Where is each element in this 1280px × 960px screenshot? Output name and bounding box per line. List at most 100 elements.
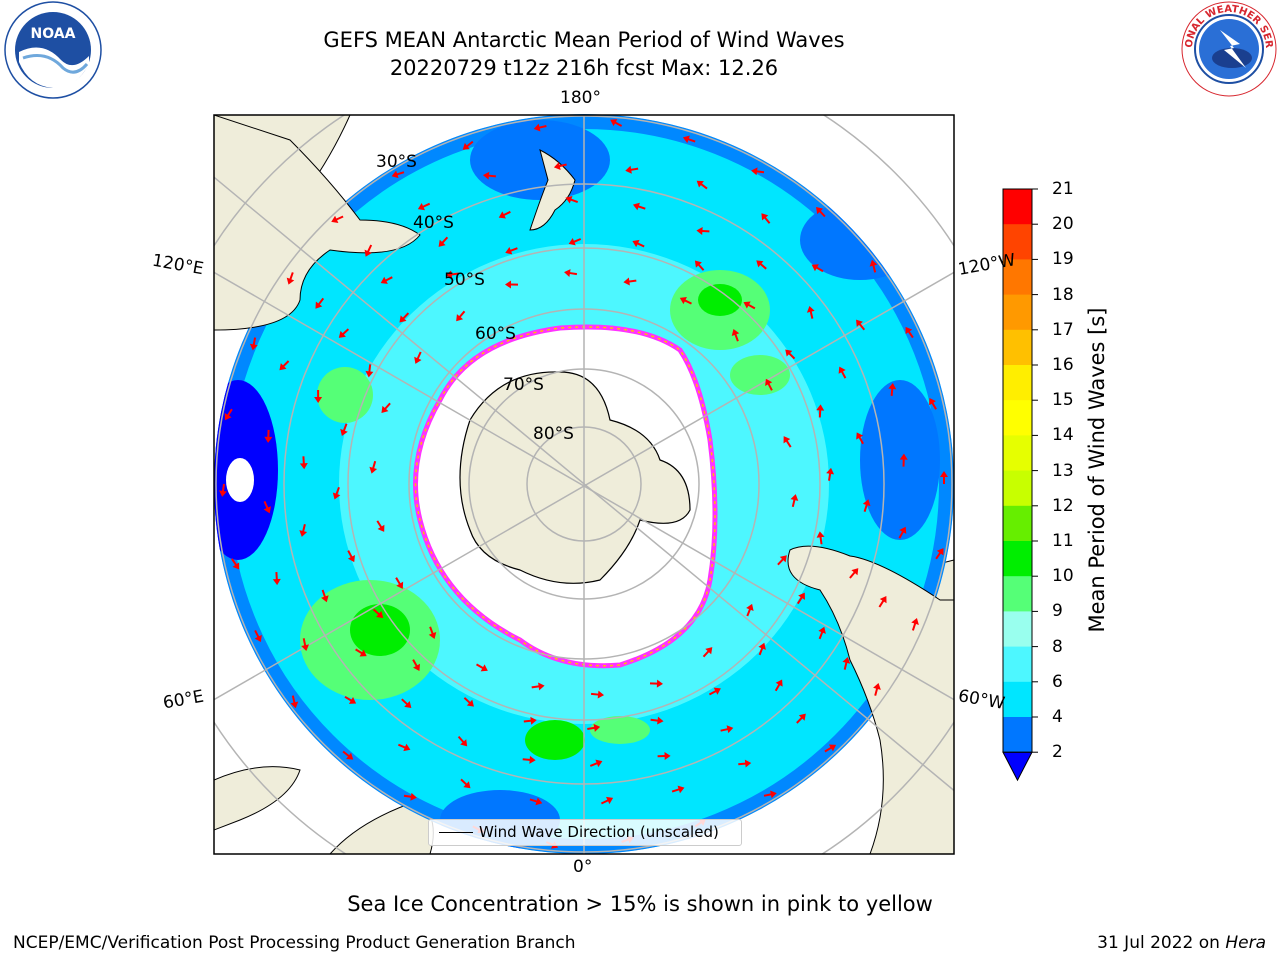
colorbar-bin: [1003, 189, 1032, 225]
wind-wave-arrow: [696, 180, 708, 190]
wind-wave-arrow: [457, 735, 468, 747]
wind-wave-arrow: [380, 276, 393, 284]
wind-wave-arrow: [231, 558, 240, 570]
wind-wave-arrow: [286, 272, 295, 285]
noaa-logo-text: NOAA: [31, 26, 76, 42]
wind-wave-arrow: [456, 310, 466, 322]
wind-wave-arrow: [816, 206, 826, 218]
date-text: 31 Jul 2022 on: [1097, 933, 1220, 953]
colorbar-bin: [1003, 259, 1032, 296]
wind-wave-arrow: [777, 555, 787, 566]
wind-wave-arrow: [522, 755, 536, 764]
colorbar-tick-label: 2: [1052, 742, 1063, 763]
colorbar-extend-triangle: [1002, 751, 1033, 782]
wind-wave-arrow: [849, 568, 859, 579]
wind-wave-arrow: [796, 592, 805, 605]
legend-label: Wind Wave Direction (unscaled): [479, 823, 719, 841]
wind-wave-arrow: [462, 140, 474, 150]
lon-label-180: 180°: [560, 88, 601, 108]
wind-wave-arrow: [376, 520, 385, 532]
wind-wave-arrow: [899, 453, 908, 467]
wind-wave-arrow: [610, 119, 623, 127]
noaa-logo: NOAA: [4, 1, 102, 99]
wind-wave-arrow: [600, 796, 614, 805]
wind-wave-arrow: [299, 524, 308, 537]
wind-wave-arrow: [806, 305, 815, 319]
wind-wave-arrow: [790, 494, 799, 508]
wind-wave-arrow: [720, 725, 734, 734]
colorbar-tick-label: 12: [1052, 495, 1074, 516]
wind-wave-arrow: [391, 170, 405, 179]
host-name: Hera: [1225, 933, 1266, 953]
wind-wave-arrow: [460, 778, 471, 789]
colorbar-bin: [1003, 294, 1032, 331]
wind-wave-arrow: [649, 679, 663, 688]
colorbar-tick-label: 10: [1052, 566, 1074, 587]
wind-wave-arrow: [463, 697, 474, 707]
wind-wave-arrow: [679, 296, 692, 305]
wind-wave-arrow: [476, 663, 488, 672]
wind-wave-arrow: [299, 456, 308, 470]
australia: [214, 115, 421, 331]
wind-wave-arrow: [940, 471, 948, 484]
wind-wave-arrow: [315, 297, 325, 309]
map-frame: [213, 114, 955, 855]
colorbar-bin: [1003, 646, 1032, 683]
wind-wave-arrow: [279, 360, 290, 371]
lat-label-60s: 60°S: [475, 324, 516, 344]
colorbar-tick-label: 14: [1052, 425, 1074, 446]
wind-wave-arrow: [364, 244, 373, 257]
wind-wave-arrow: [414, 351, 422, 364]
wind-wave-arrow: [372, 608, 384, 618]
wind-wave-arrow: [314, 389, 323, 403]
wind-wave-arrow: [856, 432, 864, 445]
lon-label-0: 0°: [573, 857, 593, 877]
wind-wave-arrow: [743, 301, 756, 310]
wind-wave-arrow: [625, 165, 639, 174]
wind-wave-arrow: [783, 436, 792, 448]
map-legend: Wind Wave Direction (unscaled): [428, 819, 742, 846]
wind-wave-arrow: [898, 526, 907, 539]
new-zealand: [529, 149, 576, 231]
wind-wave-arrow: [587, 723, 601, 732]
wind-wave-arrow: [765, 378, 773, 391]
colorbar-tick-label: 19: [1052, 249, 1074, 270]
colorbar-bin: [1003, 470, 1032, 507]
wind-wave-arrow: [761, 213, 771, 224]
lat-label-70s: 70°S: [503, 375, 544, 395]
credit-text: NCEP/EMC/Verification Post Processing Pr…: [13, 933, 576, 953]
wind-wave-arrow: [565, 195, 579, 204]
wind-wave-arrow: [873, 683, 881, 696]
wind-wave-arrow: [369, 460, 378, 474]
wind-wave-arrow: [657, 751, 671, 760]
wind-wave-arrow: [347, 550, 355, 563]
wind-wave-arrow: [399, 312, 410, 323]
wind-wave-arrow: [816, 531, 825, 545]
wind-wave-arrow: [263, 500, 271, 514]
wind-wave-arrow: [403, 792, 417, 801]
wind-wave-arrow: [531, 682, 545, 691]
wind-wave-arrow: [591, 690, 605, 699]
wind-wave-arrow: [878, 596, 887, 608]
colorbar-tick-label: 4: [1052, 707, 1063, 727]
colorbar-bin: [1003, 717, 1032, 753]
wind-wave-arrows: [219, 119, 948, 849]
colorbar-bin: [1003, 365, 1032, 401]
wind-wave-arrow: [708, 687, 721, 696]
colorbar-bin: [1003, 611, 1032, 648]
wind-wave-arrow: [838, 366, 847, 379]
wind-wave-arrow: [785, 349, 796, 360]
wind-wave-arrow: [738, 759, 752, 768]
wind-wave-arrow: [355, 648, 367, 657]
wind-wave-arrow: [272, 572, 281, 586]
wind-wave-arrow: [301, 638, 310, 652]
wind-wave-arrow: [342, 750, 354, 760]
wind-wave-arrow: [264, 429, 273, 443]
wind-wave-arrow: [763, 790, 777, 799]
wind-wave-arrow: [340, 423, 348, 436]
wind-wave-arrow: [445, 270, 459, 279]
colorbar-bin: [1003, 505, 1032, 542]
wind-wave-arrow: [505, 246, 518, 255]
colorbar-tick-label: 9: [1052, 601, 1063, 622]
wind-wave-arrow: [811, 264, 824, 273]
